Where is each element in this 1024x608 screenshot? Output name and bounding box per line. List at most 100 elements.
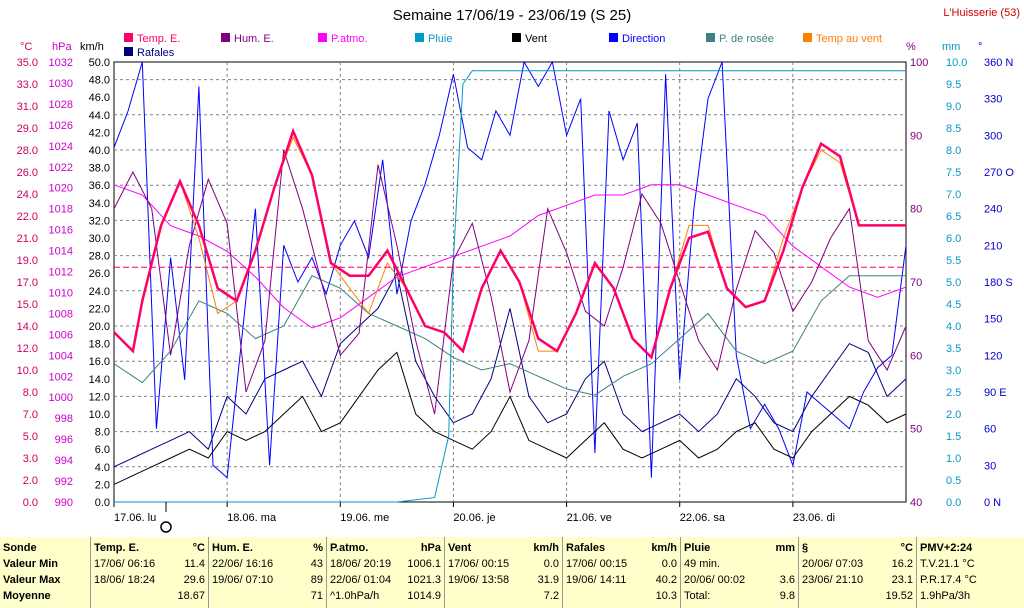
direction-axis-tick: 270 O	[984, 167, 1014, 179]
wind-axis-tick: 32.0	[89, 215, 110, 227]
legend: Temp. E. Hum. E. P.atmo. Pluie Vent Direction…	[124, 33, 882, 59]
temp-axis-tick: 31.0	[17, 101, 38, 113]
stats-patmo-max-date: 22/06/ 01:04	[330, 574, 392, 586]
wind-axis-tick: 34.0	[89, 198, 110, 210]
stats-rosee-avg: 19.52	[885, 590, 913, 602]
stats-temp-min-date: 17/06/ 06:16	[94, 558, 156, 570]
stats-vent-min-date: 17/06/ 00:15	[448, 558, 510, 570]
temp-axis-tick: 14.0	[17, 321, 38, 333]
legend-label: Rafales	[137, 47, 175, 59]
stats-row-max: Valeur Max	[3, 574, 61, 586]
direction-axis-tick: 360 N	[984, 57, 1013, 69]
temp-axis-tick: 3.0	[23, 453, 38, 465]
stats-panel: Sonde Valeur Min Valeur Max Moyenne Temp…	[0, 537, 1024, 608]
pressure-axis-tick: 1028	[49, 99, 73, 111]
chart-title: Semaine 17/06/19 - 23/06/19 (S 25)	[393, 7, 632, 24]
temp-axis-tick: 10.0	[17, 365, 38, 377]
stats-temp-max-val: 29.6	[183, 574, 205, 586]
wind-axis-tick: 30.0	[89, 233, 110, 245]
stats-rosee: § °C 20/06/ 07:03 16.2 23/06/ 21:10 23.1 19…	[798, 537, 916, 608]
axis-unit-label: %	[906, 41, 916, 53]
cursor-marker	[160, 502, 172, 533]
wind-axis-tick: 28.0	[89, 251, 110, 263]
pressure-axis-tick: 1030	[49, 78, 73, 90]
stats-vent-max-val: 31.9	[537, 574, 559, 586]
direction-axis-tick: 210	[984, 240, 1002, 252]
wind-axis-tick: 44.0	[89, 110, 110, 122]
stats-rafales-avg: 10.3	[655, 590, 677, 602]
x-tick-label: 17.06. lu	[114, 512, 156, 524]
stats-vent-min-val: 0.0	[543, 558, 559, 570]
temp-axis-tick: 5.0	[23, 431, 38, 443]
rain-axis-tick: 0.5	[946, 475, 961, 487]
stats-rafales-title: Rafales	[566, 542, 606, 554]
station-name: L'Huisserie (53)	[943, 7, 1020, 19]
weather-chart: Semaine 17/06/19 - 23/06/19 (S 25) L'Hui…	[17, 7, 1020, 533]
rain-line	[114, 70, 906, 503]
temp-axis-tick: 2.0	[23, 475, 38, 487]
wind-axis-tick: 16.0	[89, 356, 110, 368]
pressure-axis-tick: 990	[55, 497, 73, 509]
stats-hum-max-val: 89	[310, 574, 323, 586]
pressure-axis-tick: 1008	[49, 308, 73, 320]
dew-point-line	[113, 275, 906, 396]
rain-axis-tick: 1.5	[946, 431, 961, 443]
legend-label: P.atmo.	[331, 33, 368, 45]
stats-temp: Temp. E. °C 17/06/ 06:16 11.4 18/06/ 18:24…	[90, 537, 208, 608]
humidity-axis-tick: 90	[910, 130, 922, 142]
axis-ticks: 35.0 33.0 31.0 29.0 28.0 26.0 24.0 22.0 21.0 19.0…	[17, 57, 1015, 509]
stats-pluie-total: 9.8	[779, 590, 795, 602]
wind-axis-tick: 40.0	[89, 145, 110, 157]
stats-vent-max-date: 19/06/ 13:58	[448, 574, 510, 586]
direction-axis-tick: 240	[984, 204, 1002, 216]
stats-vent-avg: 7.2	[543, 590, 559, 602]
pressure-axis-tick: 1024	[49, 141, 73, 153]
stats-pluie-total-label: Total:	[684, 590, 711, 602]
rain-axis-tick: 1.0	[946, 453, 961, 465]
stats-rafales-min-date: 17/06/ 00:15	[566, 558, 628, 570]
wind-axis-tick: 38.0	[89, 163, 110, 175]
pressure-axis-tick: 1020	[49, 183, 73, 195]
legend-label: Direction	[622, 33, 665, 45]
legend-label: P. de rosée	[719, 33, 774, 45]
rain-axis-tick: 8.0	[946, 145, 961, 157]
stats-pluie-max-date: 20/06/ 00:02	[684, 574, 746, 586]
direction-axis-tick: 30	[984, 460, 996, 472]
legend-swatch	[221, 33, 230, 42]
stats-temp-min-val: 11.4	[184, 558, 205, 570]
wind-axis-tick: 4.0	[95, 462, 110, 474]
legend-swatch	[415, 33, 424, 42]
legend-label: Temp. E.	[137, 33, 180, 45]
legend-label: Pluie	[428, 33, 452, 45]
temp-axis-tick: 29.0	[17, 123, 38, 135]
rain-axis-tick: 5.5	[946, 255, 961, 267]
stats-row-min: Valeur Min	[3, 558, 59, 570]
wind-line	[113, 351, 907, 485]
wind-axis-tick: 50.0	[89, 57, 110, 69]
stats-pmv: PMV+2:24 T.V.21.1 °C P.R.17.4 °C 1.9hPa/…	[916, 537, 1024, 608]
direction-axis-tick: 150	[984, 314, 1002, 326]
stats-patmo-trend: ^1.0hPa/h	[330, 590, 380, 602]
stats-sonde-title: Sonde	[3, 542, 37, 554]
humidity-line	[113, 149, 907, 415]
stats-temp-title: Temp. E.	[94, 542, 140, 554]
rain-axis-tick: 0.0	[946, 497, 961, 509]
temp-axis-tick: 28.0	[17, 145, 38, 157]
axis-unit-label: km/h	[80, 41, 104, 53]
stats-pluie-duration: 49 min.	[684, 558, 721, 570]
stats-temp-avg: 18.67	[177, 590, 205, 602]
stats-patmo-max-val: 1021.3	[407, 574, 441, 586]
rain-axis-tick: 3.0	[946, 365, 961, 377]
temp-axis-tick: 17.0	[17, 277, 38, 289]
pressure-axis-tick: 996	[55, 434, 73, 446]
rain-axis-tick: 6.0	[946, 233, 961, 245]
rain-axis-tick: 7.5	[946, 167, 961, 179]
pressure-axis-tick: 1012	[49, 267, 73, 279]
plot-area	[113, 61, 907, 503]
pressure-axis-tick: 992	[55, 476, 73, 488]
pressure-axis-tick: 1032	[49, 57, 73, 69]
temp-axis-tick: 35.0	[17, 57, 38, 69]
stats-vent-unit: km/h	[533, 542, 559, 554]
legend-swatch	[803, 33, 812, 42]
axis-unit-label: °C	[20, 41, 32, 53]
